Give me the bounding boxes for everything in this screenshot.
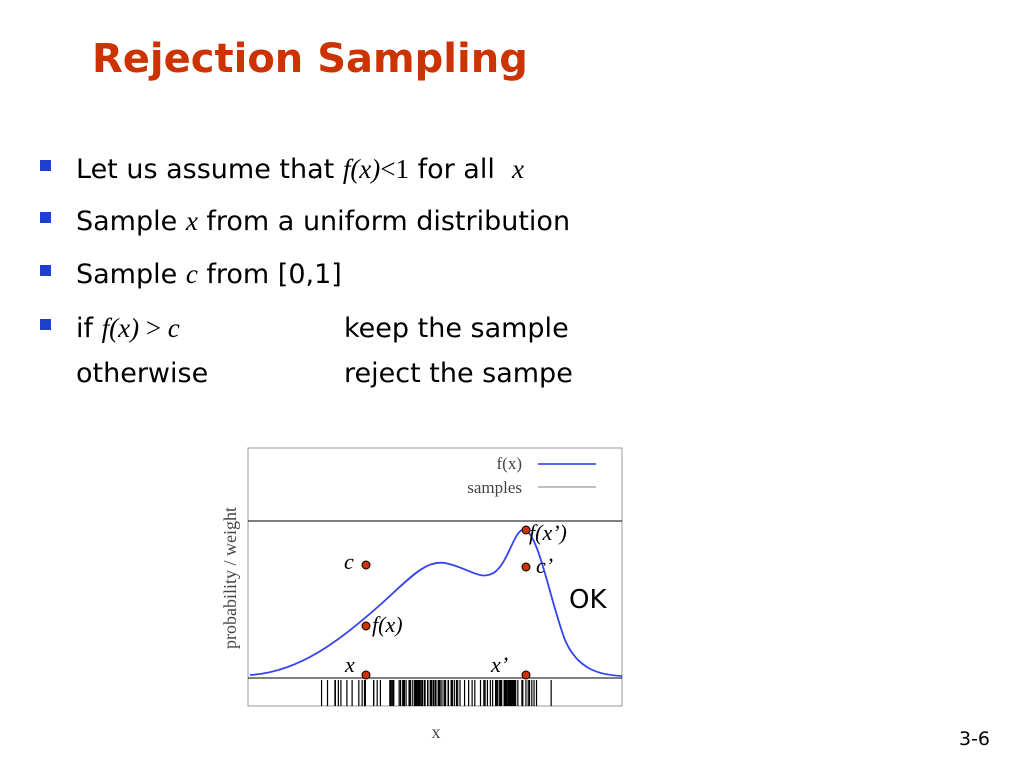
text: for all: [409, 154, 504, 185]
point: [361, 621, 371, 631]
bullet: if f(x) > c: [76, 313, 180, 344]
annotation: x’: [490, 652, 508, 677]
point: [361, 560, 371, 570]
text: Sample: [76, 259, 186, 290]
bullet-marker: [40, 160, 51, 171]
y-axis-label: probability / weight: [220, 507, 240, 649]
text: from a uniform distribution: [197, 206, 571, 237]
x-axis-label: x: [432, 722, 441, 742]
annotation: c: [344, 549, 354, 574]
point: [361, 670, 371, 680]
page-number: 3-6: [958, 728, 990, 750]
sample-rug: [320, 680, 552, 706]
text: otherwise: [76, 358, 209, 389]
text: if: [76, 313, 102, 344]
math: x: [512, 154, 525, 184]
bullet: Sample x from a uniform distribution: [76, 206, 570, 237]
text: reject the sampe: [344, 358, 573, 389]
math: c: [185, 259, 198, 289]
math: c: [167, 313, 180, 343]
point: [521, 525, 531, 535]
text: from [0,1]: [197, 259, 342, 290]
math: x: [185, 206, 198, 236]
legend-label: f(x): [497, 454, 522, 473]
slide-title: Rejection Sampling: [92, 36, 528, 82]
text: keep the sample: [344, 313, 569, 344]
text: Sample: [76, 206, 186, 237]
math: f(x): [342, 154, 381, 184]
bullet-marker: [40, 212, 51, 223]
math: <1: [380, 154, 410, 184]
bullet: Let us assume that f(x)<1 for all x: [76, 154, 524, 185]
annotation: f(x): [372, 612, 403, 637]
legend-label: samples: [467, 478, 522, 497]
bullet-marker: [40, 265, 51, 276]
point: [521, 670, 531, 680]
points: [361, 525, 531, 680]
text: Let us assume that: [76, 154, 343, 185]
bullet-marker: [40, 319, 51, 330]
math: f(x): [101, 313, 140, 343]
point: [521, 562, 531, 572]
annotation: x: [344, 652, 355, 677]
density-curve: [249, 528, 623, 677]
bullet: Sample c from [0,1]: [76, 259, 342, 290]
annotation: OK: [569, 585, 607, 615]
annotation: f(x’): [529, 520, 567, 545]
math: >: [139, 313, 168, 343]
annotation: c’: [536, 553, 553, 578]
